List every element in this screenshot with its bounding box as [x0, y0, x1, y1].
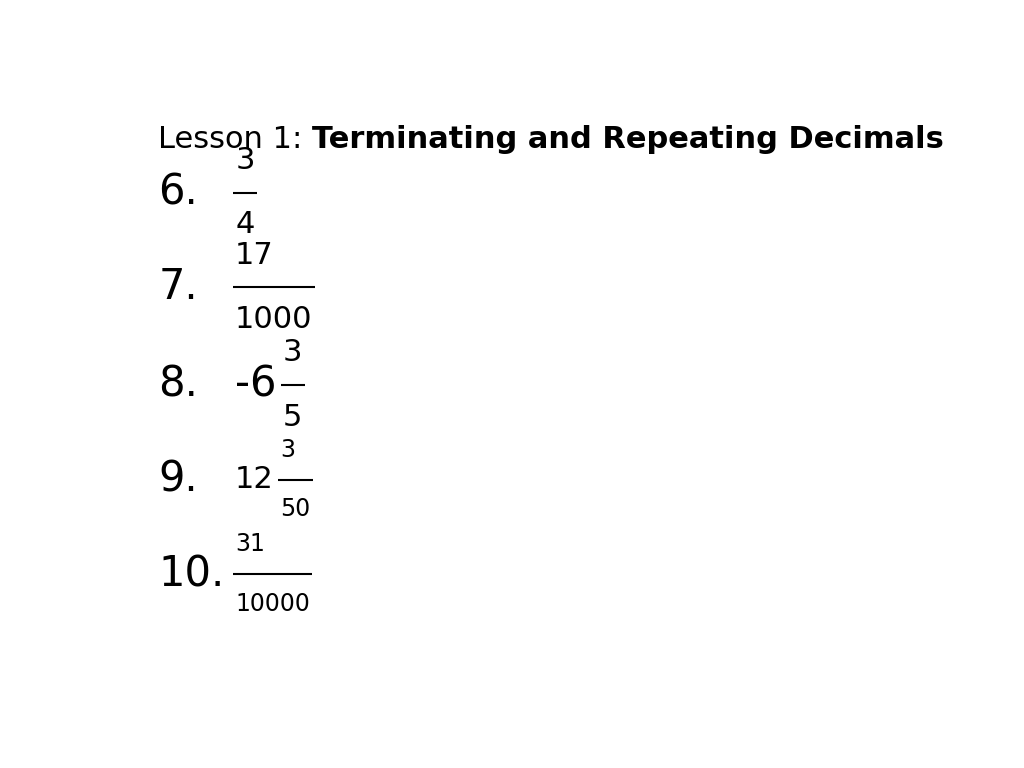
Text: 10000: 10000 [236, 592, 310, 616]
Text: 12: 12 [236, 465, 273, 494]
Text: 3: 3 [236, 146, 255, 175]
Text: 10.: 10. [158, 553, 224, 595]
Text: 8.: 8. [158, 364, 198, 406]
Text: 9.: 9. [158, 458, 198, 501]
Text: 5: 5 [283, 402, 302, 432]
Text: 3: 3 [281, 438, 295, 462]
Text: 17: 17 [236, 240, 273, 270]
Text: Lesson 1:: Lesson 1: [158, 124, 312, 154]
Text: Terminating and Repeating Decimals: Terminating and Repeating Decimals [312, 124, 944, 154]
Text: 31: 31 [236, 532, 265, 556]
Text: 1000: 1000 [236, 305, 312, 334]
Text: 6.: 6. [158, 172, 198, 214]
Text: 4: 4 [236, 210, 255, 240]
Text: 3: 3 [283, 338, 302, 367]
Text: -6: -6 [236, 364, 276, 406]
Text: 50: 50 [281, 497, 310, 521]
Text: 7.: 7. [158, 266, 198, 308]
